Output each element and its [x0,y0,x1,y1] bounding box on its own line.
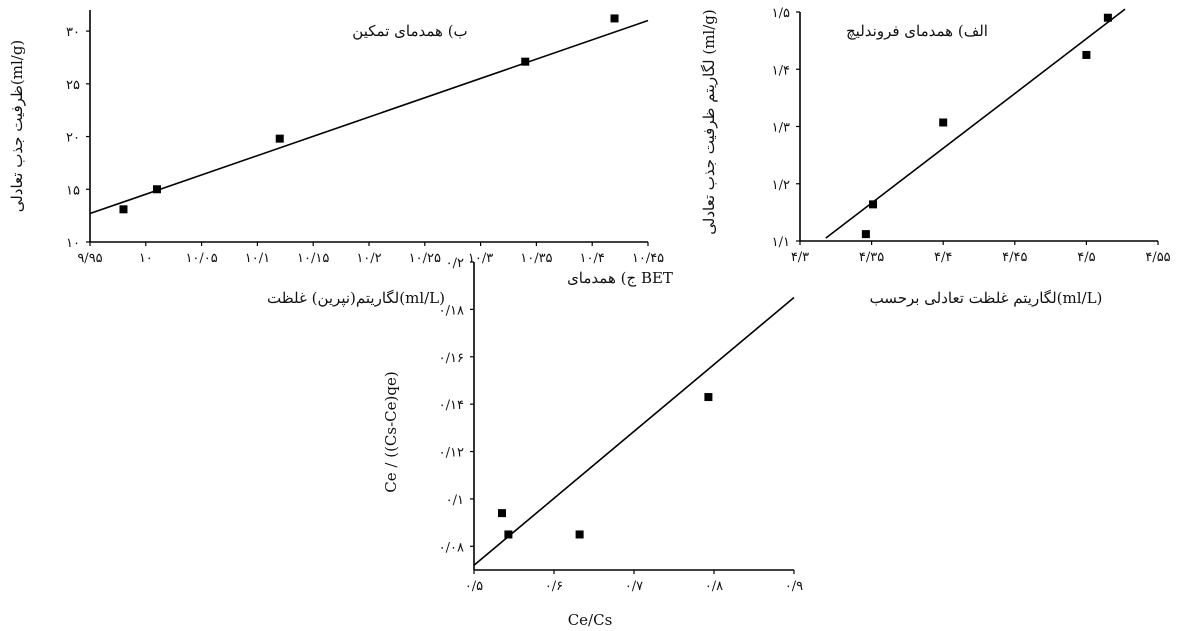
temkin-y-tick-label: ۳۰ [66,25,80,40]
temkin-y-label: ظرفیت جذب تعادلی(ml/g) [8,40,26,213]
freundlich-x-tick-label: ۴/۳۵ [859,250,884,265]
temkin-x-tick-label: ۱۰/۳۵ [520,251,552,266]
bet-title: ج) همدمای BET [567,269,673,287]
temkin-x-tick-label: ۱۰/۳ [468,251,493,266]
freundlich-chart: الف) همدمای فروندلیچ لگاریتم غلظت تعادلی… [700,6,1171,307]
temkin-x-tick-label: ۱۰/۱۵ [297,251,329,266]
freundlich-y-tick-label: ۱/۱ [772,235,790,250]
bet-y-tick-label: ۰/۱ [446,493,464,508]
temkin-x-tick-label: ۱۰ [139,251,153,266]
temkin-x-label: لگاریتم(نپرین) غلظت(ml/L) [267,289,445,307]
temkin-trendline [89,19,649,215]
freundlich-y-label: لگاریتم ظرفیت جذب تعادلی (ml/g) [700,9,718,234]
temkin-x-tick-label: ۹/۹۵ [77,251,102,266]
temkin-x-tick-label: ۱۰/۲۵ [409,251,441,266]
temkin-y-tick-label: ۲۰ [66,131,80,146]
temkin-x-tick-label: ۱۰/۲ [356,251,381,266]
temkin-x-tick-label: ۱۰/۴ [580,251,605,266]
temkin-x-tick-label: ۱۰/۰۵ [185,251,217,266]
bet-x-tick-label: ۰/۷ [625,579,643,594]
freundlich-data-point [869,200,878,209]
bet-x-tick-label: ۰/۵ [465,579,483,594]
temkin-data-point [610,14,619,23]
freundlich-plot: ۴/۳ ۴/۳۵ ۴/۴ ۴/۴۵ ۴/۵ ۴/۵۵ ۱/۱ ۱/۲ ۱/۳ ۱/۴ ۱/۵ [772,6,1171,265]
temkin-title: ب) همدمای تمکین [352,22,467,40]
bet-x-label: Ce/Cs [568,611,613,629]
freundlich-x-tick-label: ۴/۵۵ [1145,250,1170,265]
freundlich-y-tick-label: ۱/۵ [772,6,790,21]
bet-data-point [704,393,713,402]
temkin-data-point [275,134,284,143]
freundlich-y-tick-label: ۱/۲ [772,178,790,193]
temkin-x-tick-label: ۱۰/۴۵ [632,251,664,266]
freundlich-x-tick-label: ۴/۴۵ [1002,250,1027,265]
temkin-data-point [119,205,128,214]
temkin-plot: ۹/۹۵ ۱۰ ۱۰/۰۵ ۱۰/۱ ۱۰/۱۵ ۱۰/۲ ۱۰/۲۵ ۱۰/۳ ۱۰/۳۵ ۱۰… [66,10,664,266]
freundlich-data-point [939,118,948,127]
bet-plot: ۰/۵ ۰/۶ ۰/۷ ۰/۸ ۰/۹ ۰/۰۸ ۰/۱ ۰/۱۲ ۰/۱۴ ۰/۱۶ ۰/۱۸ ۰/… [439,256,804,594]
bet-x-tick-label: ۰/۶ [545,579,563,594]
freundlich-y-tick-label: ۱/۴ [772,63,790,78]
freundlich-x-tick-label: ۴/۴ [934,250,952,265]
freundlich-data-point [1082,50,1091,59]
bet-trendline [473,296,795,566]
freundlich-trendline [825,8,1126,239]
bet-y-tick-label: ۰/۱۸ [439,303,464,318]
bet-y-tick-label: ۰/۱۶ [439,351,464,366]
bet-x-tick-label: ۰/۹ [785,579,803,594]
freundlich-data-point [1103,13,1112,22]
temkin-data-point [152,185,161,194]
freundlich-x-label: لگاریتم غلظت تعادلی برحسب(ml/L) [870,289,1103,307]
bet-x-tick-label: ۰/۸ [705,579,723,594]
bet-data-point [498,509,506,518]
temkin-y-tick-label: ۲۵ [66,78,80,93]
temkin-y-tick-label: ۱۵ [66,183,80,198]
bet-data-point [575,530,584,539]
bet-y-tick-label: ۰/۰۸ [439,540,464,555]
freundlich-data-point [861,230,870,239]
temkin-chart: ب) همدمای تمکین لگاریتم(نپرین) غلظت(ml/L… [8,10,664,307]
freundlich-x-tick-label: ۴/۳ [791,250,809,265]
freundlich-x-tick-label: ۴/۵ [1077,250,1095,265]
bet-y-tick-label: ۰/۲ [446,256,464,271]
bet-y-label: Ce / ((Cs-Ce)qe) [382,371,400,492]
temkin-y-tick-label: ۱۰ [66,236,80,251]
bet-chart: ج) همدمای BET Ce/Cs Ce / ((Cs-Ce)qe) ۰/۵… [382,256,803,629]
bet-y-tick-label: ۰/۱۲ [439,446,464,461]
bet-y-tick-label: ۰/۱۴ [439,398,464,413]
freundlich-y-tick-label: ۱/۳ [772,121,790,136]
bet-data-point [504,530,513,539]
freundlich-title: الف) همدمای فروندلیچ [846,22,988,40]
temkin-data-point [521,57,530,66]
temkin-x-tick-label: ۱۰/۱ [245,251,270,266]
